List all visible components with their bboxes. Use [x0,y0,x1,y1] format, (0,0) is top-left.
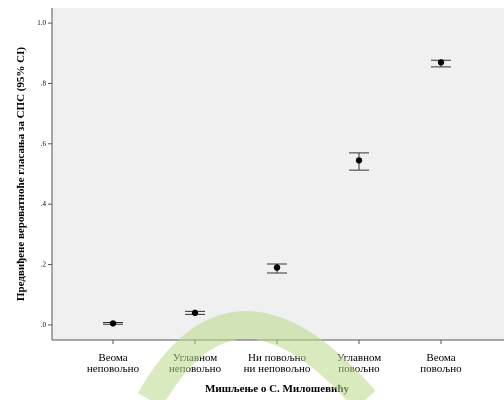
y-tick-label: .0 [41,321,47,329]
y-tick-label: .2 [41,261,47,269]
x-axis-label: Мишљење о С. Милошевићу [205,383,350,395]
y-tick-label: .4 [41,200,47,208]
y-tick-label: .8 [41,79,47,87]
watermark [137,311,376,400]
point [109,320,117,327]
x-tick-label: ни неповољно [244,363,311,375]
point [273,264,281,271]
x-tick-label: Ни повољно [248,352,306,364]
x-tick-label: Веома [426,352,455,364]
point [355,157,363,164]
x-tick-label: неповољно [87,363,140,375]
point [191,309,199,317]
plot-area [52,8,504,340]
y-tick-label: 1.0 [37,19,46,27]
y-axis-label: Предвиђене вероватноће гласања за СПС (9… [15,47,27,301]
y-tick-label: .6 [41,140,47,148]
x-tick-label: Углавном [337,352,382,364]
point [437,59,445,66]
x-tick-label: Веома [98,352,127,364]
x-tick-label: повољно [420,363,462,375]
